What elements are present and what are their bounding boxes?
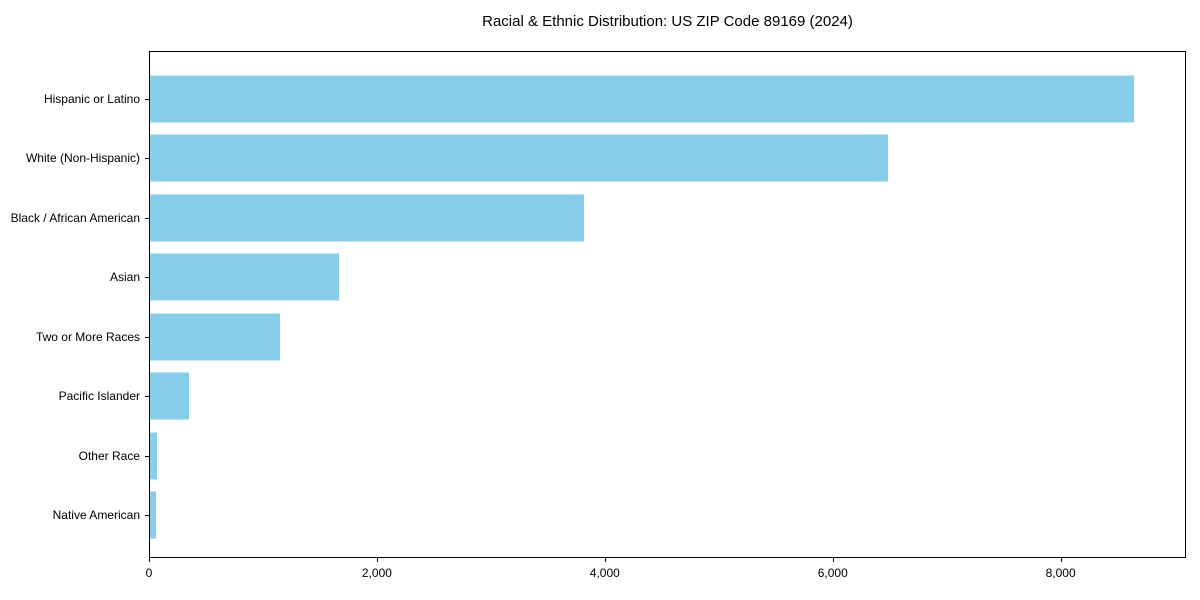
chart-row: Hispanic or Latino [44, 69, 1185, 129]
y-tick-label: Pacific Islander [58, 389, 140, 404]
y-tick-mark [145, 277, 149, 279]
y-tick-mark [145, 158, 149, 160]
bar [150, 372, 190, 420]
y-tick-mark [145, 336, 149, 338]
x-tick-label: 4,000 [589, 566, 620, 580]
chart-row: Two or More Races [36, 307, 1185, 367]
x-tick-label: 0 [145, 566, 153, 580]
x-tick-label: 8,000 [1045, 566, 1076, 580]
x-tick-mark [604, 558, 606, 562]
y-tick-mark [145, 98, 149, 100]
y-tick-label: Two or More Races [35, 329, 140, 344]
plot-area: Hispanic or Latino White (Non-Hispanic) Bl… [11, 51, 1186, 558]
x-tick-label: 2,000 [361, 566, 392, 580]
chart-row: White (Non-Hispanic) [26, 129, 1185, 189]
bar [150, 253, 339, 301]
chart-row: Other Race [79, 426, 1185, 486]
y-tick-mark [145, 396, 149, 398]
x-tick-mark [149, 558, 150, 562]
bar [150, 194, 584, 242]
bar [150, 432, 158, 480]
x-tick-mark [1060, 558, 1062, 562]
x-tick-mark [376, 558, 378, 562]
y-tick-label: Other Race [78, 448, 140, 463]
chart-title: Racial & Ethnic Distribution: US ZIP Cod… [482, 13, 853, 30]
chart-row: Pacific Islander [59, 367, 1185, 427]
y-tick-label: Black / African American [10, 210, 140, 225]
x-axis: 0 2,000 4,000 6,000 8,000 [145, 558, 1186, 592]
y-tick-label: Hispanic or Latino [43, 91, 140, 106]
bar [150, 75, 1135, 123]
chart-row: Asian [110, 248, 1185, 308]
chart-row: Native American [53, 486, 1185, 546]
x-tick-mark [832, 558, 834, 562]
y-tick-label: Asian [109, 270, 140, 285]
bar [150, 134, 889, 182]
y-tick-label: Native American [52, 508, 140, 523]
y-tick-mark [145, 515, 149, 517]
y-tick-label: White (Non-Hispanic) [25, 151, 140, 166]
x-tick-label: 6,000 [817, 566, 848, 580]
y-tick-mark [145, 455, 149, 457]
plot-rows: Hispanic or Latino White (Non-Hispanic) Bl… [11, 52, 1185, 557]
y-tick-mark [145, 217, 149, 219]
bar [150, 313, 280, 361]
chart-row: Black / African American [11, 188, 1185, 248]
bar [150, 491, 157, 539]
